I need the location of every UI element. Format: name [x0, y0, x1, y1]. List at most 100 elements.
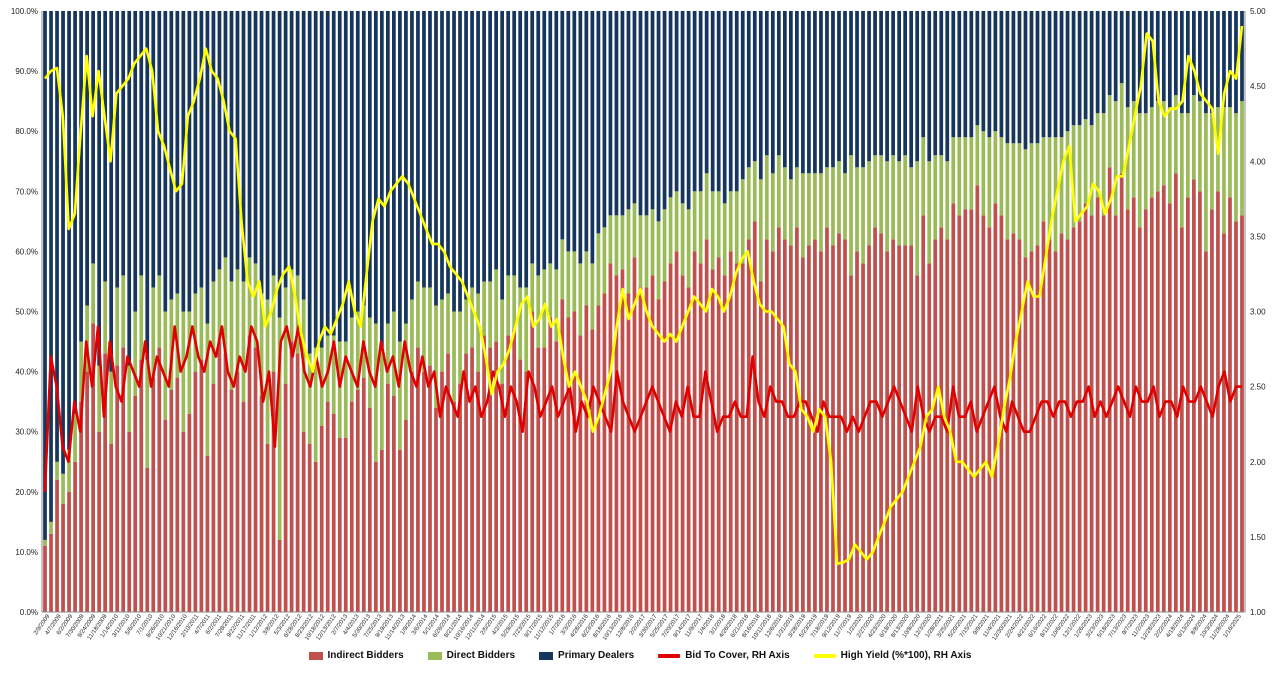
legend-item-yield: High Yield (%*100), RH Axis [813, 650, 971, 661]
bar-direct-bidders [945, 161, 950, 240]
bar-direct-bidders [1119, 83, 1124, 174]
bar-direct-bidders [1192, 95, 1196, 180]
bar-direct-bidders [644, 215, 649, 288]
bar-primary-dealers [428, 11, 432, 288]
bar-indirect-bidders [975, 185, 980, 613]
bar-primary-dealers [807, 11, 811, 174]
bar-primary-dealers [524, 11, 529, 288]
left-tick-label: 20.0% [15, 488, 38, 497]
legend-item-direct: Direct Bidders [427, 650, 515, 661]
bar-primary-dealers [1071, 11, 1076, 126]
bar-direct-bidders [776, 155, 781, 228]
legend-swatch-direct [427, 651, 442, 660]
bar-direct-bidders [373, 323, 378, 462]
bar-direct-bidders [1161, 101, 1166, 186]
bar-direct-bidders [67, 449, 71, 492]
bar-indirect-bidders [1234, 221, 1238, 612]
bar-indirect-bidders [1198, 191, 1202, 613]
bar-primary-dealers [373, 11, 378, 324]
bar-indirect-bidders [867, 245, 871, 612]
bar-indirect-bidders [758, 281, 763, 612]
bar-indirect-bidders [1216, 191, 1220, 613]
bar-primary-dealers [728, 11, 733, 192]
bar-primary-dealers [554, 11, 559, 270]
bar-indirect-bidders [566, 317, 571, 612]
bar-indirect-bidders [277, 539, 282, 612]
left-tick-label: 50.0% [15, 308, 38, 317]
bar-primary-dealers [169, 11, 174, 300]
bar-direct-bidders [331, 335, 336, 414]
bar-indirect-bidders [578, 335, 583, 612]
bar-indirect-bidders [361, 377, 366, 612]
bar-indirect-bidders [151, 377, 156, 612]
bar-direct-bidders [518, 287, 523, 360]
left-tick-label: 0.0% [20, 608, 38, 617]
bar-indirect-bidders [199, 359, 204, 612]
bar-direct-bidders [1047, 137, 1052, 240]
bar-primary-dealers [470, 11, 474, 288]
bar-primary-dealers [855, 11, 859, 168]
bar-direct-bidders [223, 257, 228, 354]
bar-direct-bidders [229, 281, 234, 390]
bar-indirect-bidders [67, 491, 71, 612]
bar-indirect-bidders [668, 263, 673, 612]
bar-direct-bidders [879, 155, 883, 234]
bar-direct-bidders [169, 299, 174, 390]
bar-direct-bidders [999, 137, 1004, 216]
bar-indirect-bidders [873, 227, 877, 613]
bar-direct-bidders [1222, 107, 1226, 234]
bar-direct-bidders [1234, 113, 1238, 222]
bar-primary-dealers [410, 11, 414, 300]
bar-indirect-bidders [993, 203, 998, 612]
bar-primary-dealers [903, 11, 908, 156]
bar-direct-bidders [674, 191, 679, 252]
bar-primary-dealers [789, 11, 793, 180]
bar-direct-bidders [1113, 101, 1118, 216]
bar-indirect-bidders [885, 251, 889, 612]
bar-indirect-bidders [1161, 185, 1166, 613]
bar-primary-dealers [379, 11, 384, 348]
bar-direct-bidders [61, 473, 65, 504]
bar-indirect-bidders [103, 353, 108, 612]
bar-indirect-bidders [698, 263, 703, 612]
right-tick-label: 3.00 [1250, 308, 1266, 317]
bar-indirect-bidders [861, 263, 865, 612]
bar-indirect-bidders [1083, 203, 1088, 612]
bar-indirect-bidders [572, 311, 577, 612]
bar-indirect-bidders [398, 449, 402, 612]
bar-primary-dealers [716, 11, 721, 192]
bar-primary-dealers [614, 11, 619, 216]
bar-primary-dealers [139, 11, 144, 276]
bar-primary-dealers [632, 11, 637, 204]
bar-indirect-bidders [506, 335, 511, 612]
bar-direct-bidders [566, 251, 571, 318]
bar-indirect-bidders [115, 365, 120, 612]
bar-indirect-bidders [951, 203, 956, 612]
bar-indirect-bidders [626, 293, 631, 612]
bar-indirect-bidders [1035, 245, 1040, 612]
bar-direct-bidders [337, 341, 342, 438]
bar-primary-dealers [776, 11, 781, 156]
bar-indirect-bidders [879, 233, 883, 612]
legend-item-indirect: Indirect Bidders [308, 650, 404, 661]
bar-primary-dealers [710, 11, 715, 192]
bar-direct-bidders [758, 179, 763, 282]
bar-primary-dealers [1005, 11, 1010, 144]
bar-primary-dealers [1155, 11, 1160, 102]
bar-indirect-bidders [512, 329, 517, 612]
bar-indirect-bidders [1029, 251, 1034, 612]
bar-primary-dealers [764, 11, 769, 156]
bar-indirect-bidders [1240, 215, 1244, 612]
bar-indirect-bidders [422, 371, 426, 612]
bar-primary-dealers [464, 11, 468, 300]
bar-direct-bidders [957, 137, 962, 216]
bar-primary-dealers [367, 11, 372, 318]
bar-primary-dealers [319, 11, 324, 348]
bar-indirect-bidders [764, 239, 769, 612]
bar-direct-bidders [1005, 143, 1010, 240]
bar-indirect-bidders [746, 239, 751, 612]
bar-indirect-bidders [849, 275, 853, 612]
bar-direct-bidders [464, 299, 468, 354]
bar-primary-dealers [668, 11, 673, 198]
bar-direct-bidders [85, 305, 89, 372]
